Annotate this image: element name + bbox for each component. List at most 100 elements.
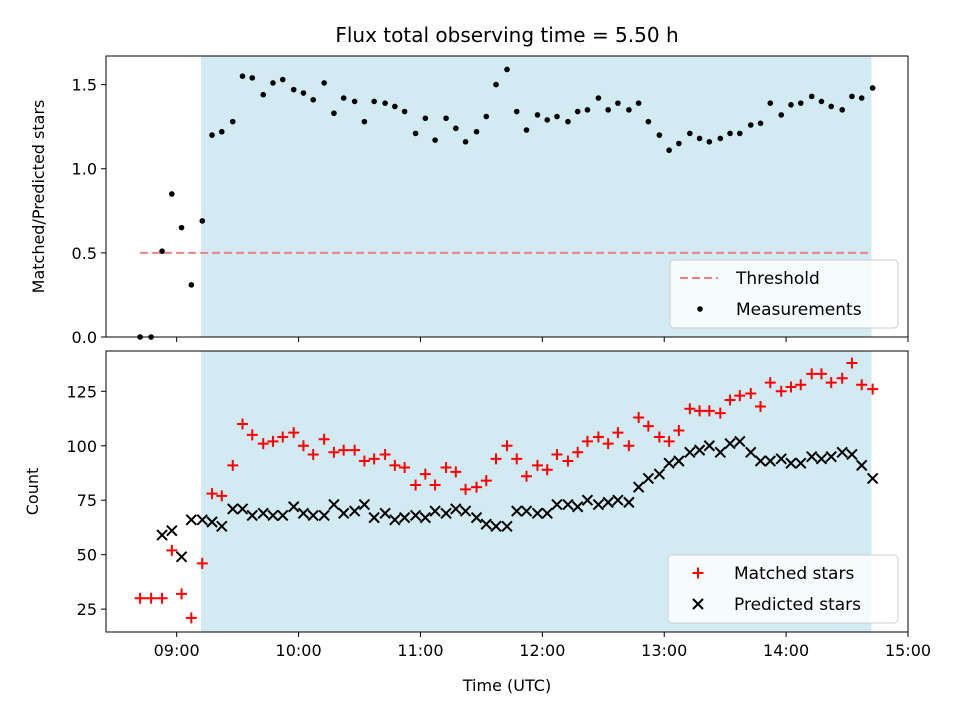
data-point — [828, 103, 835, 110]
data-point — [653, 468, 666, 480]
data-point — [196, 514, 208, 526]
data-point — [694, 405, 706, 417]
data-point — [856, 379, 868, 391]
data-point — [541, 507, 553, 519]
data-point — [257, 438, 269, 450]
data-point — [206, 516, 218, 528]
data-point — [687, 130, 693, 137]
data-point — [318, 433, 330, 445]
data-point — [513, 108, 520, 115]
data-point — [501, 520, 513, 533]
data-point — [581, 494, 594, 506]
x-tick-label: 10:00 — [276, 641, 322, 660]
data-point — [392, 103, 398, 110]
data-point — [277, 509, 289, 522]
data-point — [287, 501, 300, 513]
data-point — [511, 453, 523, 465]
data-point — [175, 551, 188, 563]
data-point — [419, 468, 431, 480]
data-point — [401, 108, 408, 115]
data-point — [562, 498, 574, 511]
x-tick-label: 15:00 — [885, 641, 931, 660]
data-point — [249, 75, 256, 81]
data-point — [227, 503, 239, 515]
data-point — [328, 446, 340, 458]
data-point — [199, 218, 206, 224]
legend-box — [669, 259, 899, 329]
data-point — [703, 440, 716, 452]
data-point — [382, 100, 388, 106]
data-point — [727, 130, 733, 137]
data-point — [246, 429, 258, 441]
data-point — [714, 407, 726, 419]
data-point — [379, 448, 391, 460]
data-point — [145, 592, 157, 604]
data-point — [615, 100, 621, 106]
data-point — [267, 509, 279, 522]
data-point — [389, 459, 401, 471]
data-point — [855, 459, 868, 472]
data-point — [788, 101, 794, 108]
data-point — [134, 592, 146, 604]
data-point — [703, 405, 715, 417]
legend-swatch — [692, 567, 704, 579]
data-point — [645, 118, 652, 125]
data-point — [450, 466, 462, 478]
data-point — [581, 435, 593, 447]
data-point — [412, 130, 419, 137]
series-predicted-stars — [156, 435, 879, 563]
data-point — [602, 438, 614, 450]
data-point — [379, 507, 391, 519]
data-point — [684, 446, 696, 458]
x-tick-label: 12:00 — [519, 641, 565, 660]
legend-box — [667, 554, 899, 624]
data-point — [348, 505, 361, 517]
data-point — [592, 431, 604, 443]
count-panel: 25 50 75 100 125 09:00 10:00 11:00 12:00 13:00 14:… — [23, 350, 931, 660]
data-point — [612, 494, 624, 506]
data-point — [398, 511, 411, 524]
data-point — [328, 498, 340, 511]
data-point — [584, 107, 591, 113]
data-point — [410, 479, 422, 491]
data-point — [541, 464, 553, 476]
data-point — [169, 191, 175, 197]
data-point — [239, 73, 246, 79]
data-point — [490, 520, 502, 533]
data-point — [459, 505, 472, 517]
data-point — [277, 431, 289, 443]
legend-swatch — [692, 598, 704, 610]
data-point — [460, 483, 472, 495]
data-point — [839, 107, 845, 113]
data-point — [642, 420, 654, 432]
data-point — [815, 368, 827, 380]
data-point — [755, 401, 767, 413]
data-point — [166, 544, 178, 556]
data-point — [836, 446, 848, 458]
y-tick-label: 1.5 — [72, 76, 97, 95]
data-point — [331, 110, 337, 117]
data-point — [795, 457, 807, 469]
data-point — [602, 496, 614, 509]
data-point — [734, 390, 746, 402]
data-point — [504, 66, 510, 73]
data-point — [554, 113, 560, 120]
data-point — [371, 98, 377, 105]
data-point — [653, 431, 665, 443]
data-point — [551, 448, 563, 460]
data-point — [196, 557, 208, 569]
data-point — [523, 127, 530, 133]
data-point — [450, 503, 462, 515]
data-point — [218, 128, 225, 135]
data-point — [419, 511, 432, 524]
data-point — [340, 95, 347, 101]
data-point — [176, 588, 188, 600]
data-point — [310, 96, 317, 103]
data-point — [297, 507, 310, 519]
data-point — [422, 115, 429, 122]
data-point — [429, 479, 441, 491]
data-point — [216, 520, 228, 533]
legend: Threshold Measurements — [669, 259, 899, 329]
data-point — [206, 488, 218, 500]
legend-label: Predicted stars — [734, 595, 861, 615]
